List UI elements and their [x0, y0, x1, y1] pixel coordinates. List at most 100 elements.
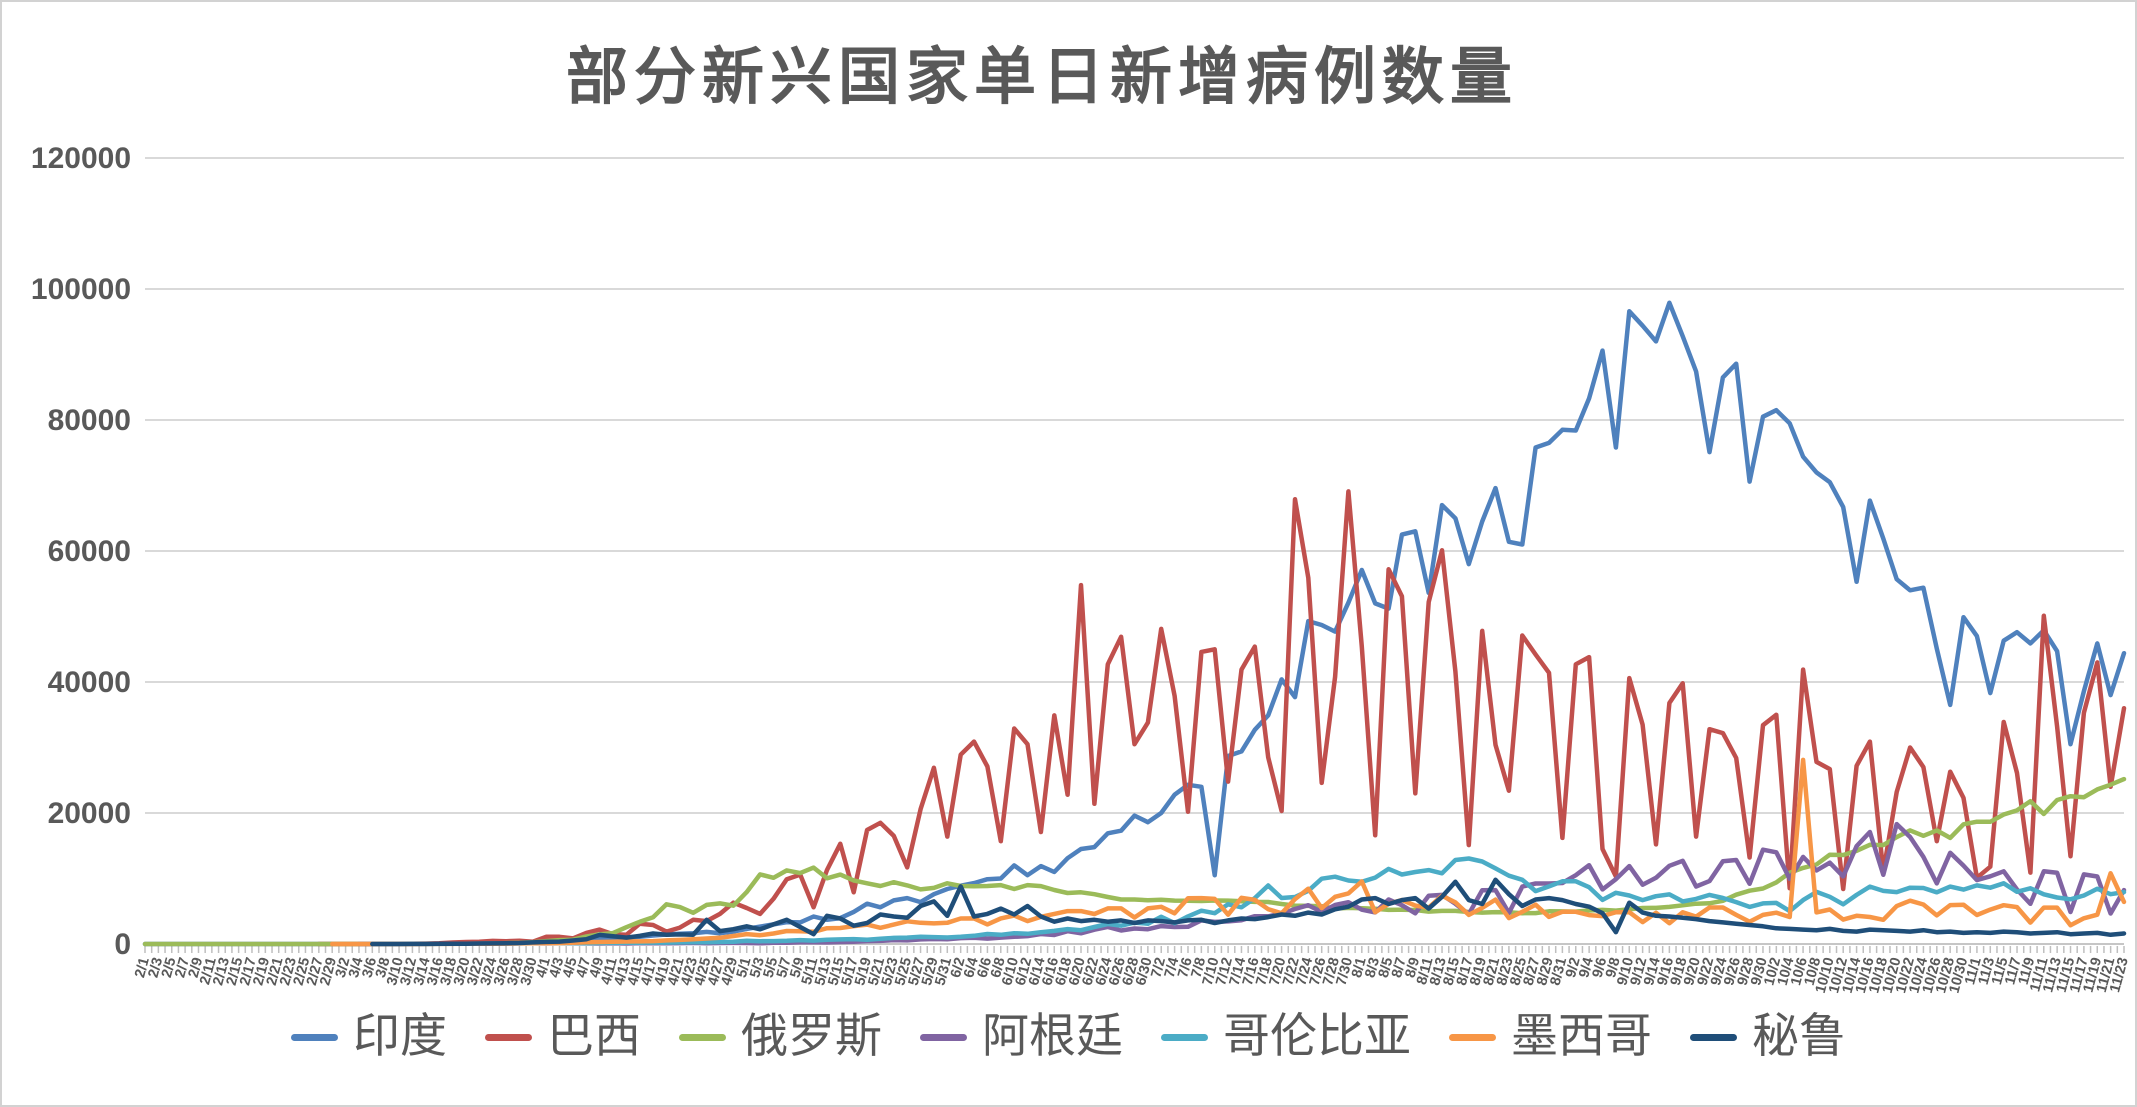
x-axis-label: 4/3: [547, 956, 568, 980]
legend-label-colombia: 哥伦比亚: [1223, 1011, 1411, 1063]
x-axis-label: 8/5: [1376, 956, 1397, 980]
legend: 印度 巴西 俄罗斯 阿根廷 哥伦比亚 墨西哥 秘鲁: [2, 1014, 2135, 1061]
legend-label-russia: 俄罗斯: [741, 1011, 882, 1063]
x-axis-label: 3/24: [478, 956, 501, 987]
x-axis-label: 8/21: [1481, 956, 1504, 987]
x-axis-label: 5/19: [852, 956, 875, 987]
y-axis-label: 60000: [48, 535, 131, 568]
x-axis-label: 11/7: [2002, 956, 2025, 987]
x-axis-label: 5/15: [825, 956, 848, 987]
x-axis-label: 3/12: [398, 956, 421, 987]
x-axis-label: 5/13: [812, 956, 835, 987]
x-axis-label: 7/28: [1320, 956, 1343, 987]
x-axis-label: 5/5: [761, 956, 782, 980]
x-axis-label: 3/14: [411, 956, 434, 987]
x-axis-label: 2/5: [159, 956, 180, 980]
x-axis-label: 7/4: [1162, 956, 1183, 980]
x-axis-label: 6/14: [1026, 956, 1049, 987]
x-axis-label: 5/21: [866, 956, 889, 987]
x-axis-label: 3/16: [424, 956, 447, 987]
x-axis-label: 2/11: [197, 956, 220, 987]
legend-item-argentina: 阿根廷: [920, 1014, 1123, 1061]
x-axis-label: 2/15: [224, 956, 247, 987]
x-axis-label: 5/23: [879, 956, 902, 987]
x-axis-label: 8/23: [1494, 956, 1517, 987]
legend-item-brazil: 巴西: [485, 1014, 641, 1061]
x-axis-label: 3/4: [346, 956, 367, 980]
x-axis-label: 9/10: [1614, 956, 1637, 987]
x-axis-label: 3/18: [438, 956, 461, 987]
series-line-peru: [370, 877, 2127, 947]
series-line-india: [142, 300, 2127, 947]
x-axis-label: 5/9: [787, 956, 808, 980]
x-axis-label: 11/3: [1976, 956, 1999, 987]
x-axis-label: 11/9: [2016, 956, 2039, 987]
x-axis-label: 5/1: [734, 956, 755, 980]
x-axis-label: 8/19: [1467, 956, 1490, 987]
x-axis-label: 8/15: [1441, 956, 1464, 987]
x-axis-label: 5/27: [906, 956, 929, 987]
x-axis-label: 7/10: [1200, 956, 1223, 987]
x-axis-label: 8/29: [1534, 956, 1557, 987]
legend-label-mexico: 墨西哥: [1511, 1011, 1652, 1063]
legend-item-india: 印度: [291, 1014, 447, 1061]
legend-dash-brazil: [485, 1034, 532, 1041]
x-axis-label: 8/25: [1507, 956, 1530, 987]
legend-label-peru: 秘鲁: [1752, 1011, 1846, 1063]
x-axis-label: 9/14: [1641, 956, 1664, 987]
y-axis-label: 120000: [31, 142, 131, 175]
x-axis-label: 4/29: [719, 956, 742, 987]
x-axis-label: 3/22: [464, 956, 487, 987]
x-axis-label: 4/11: [598, 956, 621, 987]
x-axis-label: 5/17: [839, 956, 862, 987]
x-axis-label: 9/16: [1655, 956, 1678, 987]
x-axis-label: 9/18: [1668, 956, 1691, 987]
legend-dash-india: [291, 1034, 338, 1041]
x-axis-label: 7/14: [1227, 956, 1250, 987]
x-axis-label: 5/25: [892, 956, 915, 987]
x-axis-label: 9/30: [1748, 956, 1771, 987]
x-axis-label: 2/23: [277, 956, 300, 987]
x-axis-label: 10/6: [1788, 956, 1811, 987]
legend-item-russia: 俄罗斯: [679, 1014, 882, 1061]
x-axis-label: 9/6: [1590, 956, 1611, 980]
x-axis-label: 2/9: [186, 956, 207, 980]
x-axis-label: 8/7: [1389, 956, 1410, 980]
y-axis-label: 0: [114, 928, 131, 961]
x-axis-label: 4/1: [533, 956, 554, 980]
x-axis-label: 6/16: [1039, 956, 1062, 987]
x-axis-label: 10/8: [1802, 956, 1825, 987]
x-axis-label: 2/29: [317, 956, 340, 987]
x-axis-label: 7/8: [1189, 956, 1210, 980]
x-axis-label: 8/3: [1362, 956, 1383, 980]
x-axis-label: 2/3: [146, 956, 167, 980]
x-axis-label: 9/20: [1681, 956, 1704, 987]
x-axis-label: 8/31: [1548, 956, 1571, 987]
legend-dash-mexico: [1449, 1034, 1496, 1041]
x-axis-label: 3/2: [333, 956, 354, 980]
x-axis-label: 2/27: [304, 956, 327, 987]
y-axis-label: 40000: [48, 666, 131, 699]
legend-dash-colombia: [1161, 1034, 1208, 1041]
x-axis-label: 9/24: [1708, 956, 1731, 987]
x-axis-label: 3/6: [359, 956, 380, 980]
x-axis-label: 9/2: [1563, 956, 1584, 980]
x-axis-label: 4/15: [625, 956, 648, 987]
x-axis-label: 11/5: [1989, 956, 2012, 987]
x-axis-label: 5/29: [919, 956, 942, 987]
x-axis-label: 7/18: [1253, 956, 1276, 987]
x-axis-label: 3/28: [505, 956, 528, 987]
x-axis-label: 8/1: [1349, 956, 1370, 980]
y-axis-label: 20000: [48, 797, 131, 830]
legend-item-mexico: 墨西哥: [1449, 1014, 1652, 1061]
x-axis-label: 7/24: [1293, 956, 1316, 987]
x-axis-label: 7/12: [1213, 956, 1236, 987]
legend-dash-russia: [679, 1034, 726, 1041]
x-axis-label: 6/20: [1066, 956, 1089, 987]
y-axis-label: 80000: [48, 404, 131, 437]
x-axis-label: 9/28: [1735, 956, 1758, 987]
legend-dash-peru: [1690, 1034, 1737, 1041]
legend-label-brazil: 巴西: [547, 1011, 641, 1063]
x-axis-label: 5/7: [774, 956, 795, 980]
